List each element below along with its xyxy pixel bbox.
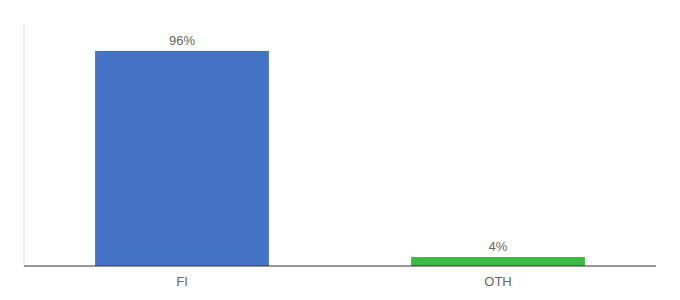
chart-svg: 96% FI 4% OTH [0,0,680,300]
data-label: 96% [169,33,195,48]
x-axis-line [24,266,656,267]
x-tick-label: FI [176,274,188,289]
chart-container: 96% FI 4% OTH [0,0,680,300]
bar [411,257,585,266]
bar [95,51,269,266]
y-range-line [24,24,25,266]
bars [95,51,585,266]
data-label: 4% [489,239,508,254]
x-tick-label: OTH [484,274,511,289]
